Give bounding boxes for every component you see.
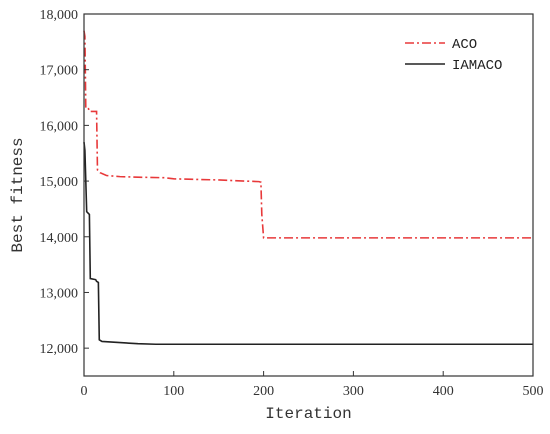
x-tick-label: 300 <box>343 384 364 399</box>
legend: ACO IAMACO <box>405 37 502 74</box>
y-tick-label: 18,000 <box>40 8 79 23</box>
y-tick-label: 14,000 <box>40 231 79 246</box>
y-tick-label: 16,000 <box>40 119 79 134</box>
y-tick-label: 12,000 <box>40 342 79 357</box>
series-line-aco <box>83 30 533 239</box>
x-tick-label: 200 <box>253 384 274 399</box>
x-tick-label: 100 <box>163 384 184 399</box>
axis-ticks: 0 100 200 300 400 500 12,000 13,000 14,000 15,000… <box>40 8 544 399</box>
series-line-iamaco <box>83 142 533 346</box>
y-tick-label: 17,000 <box>40 64 79 79</box>
legend-label-iamaco: IAMACO <box>452 58 502 74</box>
y-axis-title: Best fitness <box>9 137 27 252</box>
chart-marks <box>83 30 533 346</box>
x-tick-label: 500 <box>523 384 544 399</box>
plot-frame <box>83 13 534 377</box>
x-tick-label: 400 <box>433 384 454 399</box>
x-tick-label: 0 <box>81 384 88 399</box>
y-tick-label: 13,000 <box>40 286 79 301</box>
x-axis-title: Iteration <box>265 405 351 423</box>
y-tick-label: 15,000 <box>40 175 79 190</box>
legend-label-aco: ACO <box>452 37 477 53</box>
